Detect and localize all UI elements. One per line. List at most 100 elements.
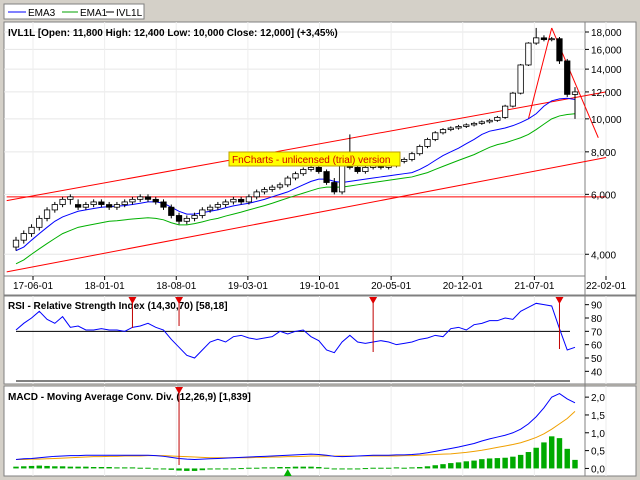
histogram-bar <box>548 436 555 469</box>
histogram-bar <box>44 465 50 469</box>
histogram-bar <box>114 467 120 469</box>
histogram-bar <box>409 467 415 469</box>
histogram-bar <box>471 460 477 469</box>
date-tick-label: 17-06-01 <box>13 281 53 292</box>
trial-note-text: FnCharts - unlicensed (trial) version <box>232 155 390 166</box>
histogram-bar <box>36 465 43 469</box>
candle-body <box>354 167 361 172</box>
trendline <box>527 27 553 119</box>
macd-lines <box>15 392 576 461</box>
candle-body <box>455 126 462 129</box>
histogram-bar <box>424 466 431 469</box>
event-marker-triangle-up <box>283 469 292 476</box>
candle-body <box>548 38 555 41</box>
histogram-bar <box>21 466 27 469</box>
histogram-bar <box>153 468 159 470</box>
candle-body <box>82 204 89 208</box>
candle-body <box>67 196 74 200</box>
candle-body <box>230 198 237 203</box>
rsi-line <box>15 302 576 359</box>
histogram-bar <box>525 452 532 469</box>
price-panel-title: IVL1L [Open: 11,800 High: 12,400 Low: 10… <box>8 28 338 39</box>
histogram-bar <box>354 468 361 470</box>
macd-y-tick-label: 1,0 <box>591 429 605 440</box>
candle-body <box>401 159 408 162</box>
candle-body <box>323 171 330 183</box>
candle-body <box>571 91 579 95</box>
date-axis: 17-06-01 18-01-01 18-08-01 19-03-01 19-10-01… <box>13 276 626 292</box>
candle-body <box>238 198 245 203</box>
histogram-bar <box>308 466 314 469</box>
trendline <box>6 156 607 273</box>
macd-histogram <box>13 436 578 471</box>
histogram-bar <box>160 468 167 470</box>
candle-body <box>432 132 439 140</box>
histogram-bar <box>385 467 392 469</box>
histogram-bar <box>137 467 143 469</box>
candle-body <box>525 42 532 66</box>
price-y-tick-label: 8,000 <box>591 148 616 159</box>
histogram-bar <box>378 467 384 469</box>
histogram-bar <box>230 468 237 470</box>
histogram-bar <box>52 466 58 469</box>
rsi-y-tick-label: 70 <box>591 327 603 338</box>
candle-body <box>51 204 58 211</box>
date-tick-label: 19-03-01 <box>228 281 268 292</box>
histogram-bar <box>121 467 128 469</box>
histogram-bar <box>347 468 353 470</box>
candle-body <box>222 201 229 205</box>
histogram-bar <box>106 467 112 469</box>
candle-body <box>129 198 136 203</box>
date-tick-label: 20-05-01 <box>371 281 411 292</box>
histogram-bar <box>67 466 74 469</box>
histogram-bar <box>463 461 470 469</box>
histogram-bar <box>238 468 244 470</box>
rsi-y-tick-label: 90 <box>591 301 603 312</box>
macd-y-axis: 0,0 0,5 1,0 1,5 2,0 <box>585 393 605 475</box>
candle-body <box>199 209 206 216</box>
histogram-bar <box>362 468 369 470</box>
histogram-bar <box>145 467 151 469</box>
rsi-y-tick-label: 60 <box>591 341 603 352</box>
histogram-bar <box>176 468 182 471</box>
histogram-bar <box>215 468 221 470</box>
histogram-bar <box>98 467 105 469</box>
candle-body <box>284 177 291 186</box>
histogram-bar <box>533 447 539 469</box>
rsi-y-tick-label: 50 <box>591 354 603 365</box>
candle-body <box>59 198 66 205</box>
date-tick-label: 18-01-01 <box>85 281 125 292</box>
candle-body <box>183 217 190 222</box>
candle-body <box>509 92 517 107</box>
legend: EMA3 EMA1 IVL1L <box>3 3 145 20</box>
rsi-panel-title: RSI - Relative Strength Index (14,30,70)… <box>8 301 228 312</box>
histogram-bar <box>277 467 283 469</box>
histogram-bar <box>261 467 268 469</box>
rsi-y-axis: 40 50 60 70 80 90 <box>585 301 603 378</box>
legend-ema1[interactable]: EMA1 <box>80 8 108 19</box>
candle-body <box>43 209 51 219</box>
histogram-bar <box>246 467 252 469</box>
histogram-bar <box>292 466 299 469</box>
candle-body <box>175 215 183 222</box>
candle-body <box>90 201 97 205</box>
histogram-bar <box>510 456 516 469</box>
candle-body <box>502 105 509 118</box>
histogram-bar <box>285 467 291 469</box>
rsi-grid <box>16 296 607 384</box>
candle-body <box>540 37 548 40</box>
candle-body <box>307 167 315 170</box>
histogram-bar <box>572 459 578 469</box>
macd-y-tick-label: 0,0 <box>591 464 605 475</box>
legend-ema3[interactable]: EMA3 <box>28 8 56 19</box>
histogram-bar <box>564 448 570 469</box>
date-tick-label: 20-12-01 <box>443 281 483 292</box>
candle-body <box>416 145 423 155</box>
price-y-tick-label: 18,000 <box>591 28 622 39</box>
legend-ivl1l[interactable]: IVL1L <box>116 8 143 19</box>
event-marker-triangle <box>128 297 137 304</box>
histogram-bar <box>448 463 454 469</box>
candle-body <box>463 124 470 127</box>
histogram-bar <box>222 468 229 470</box>
